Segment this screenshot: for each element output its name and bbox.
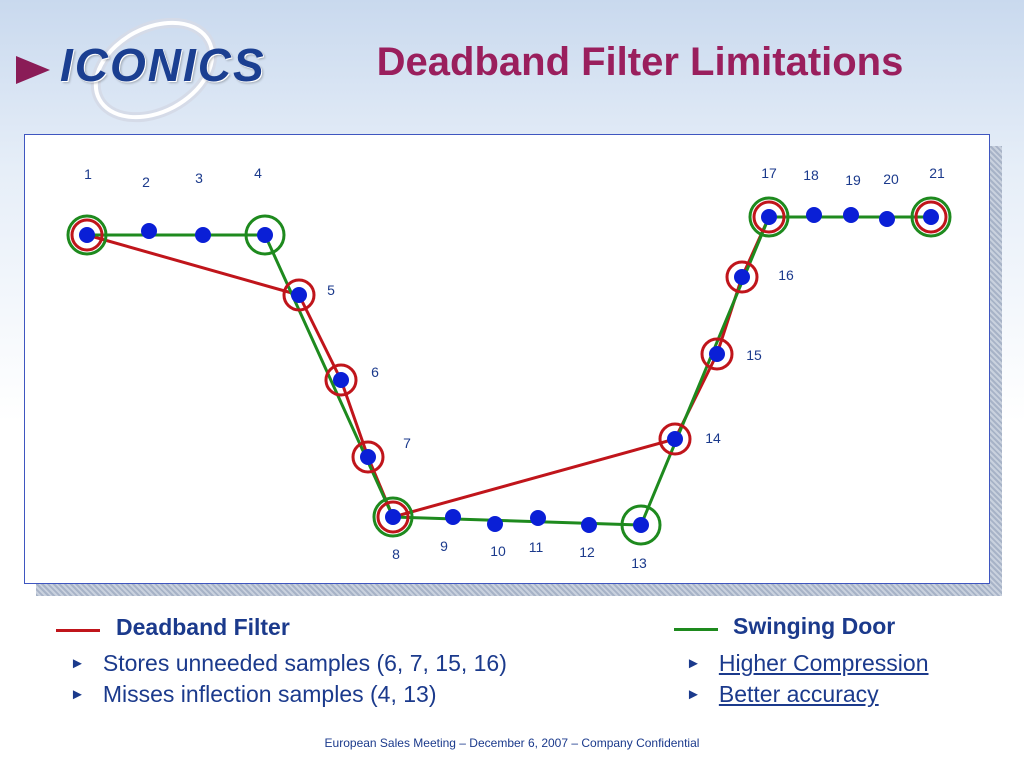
sample-label-8: 8 xyxy=(392,546,400,562)
sample-label-17: 17 xyxy=(761,165,777,181)
deadband-ring-6 xyxy=(324,363,358,397)
swinging-door-legend-line xyxy=(674,628,718,631)
sample-point-1 xyxy=(79,227,95,243)
deadband-ring-15 xyxy=(700,337,734,371)
sample-label-13: 13 xyxy=(631,555,647,571)
deadband-ring-14 xyxy=(658,422,692,456)
logo-wordmark: ICONICS xyxy=(60,39,266,91)
swinging-door-bullet-1[interactable]: ► Higher Compression xyxy=(686,650,929,677)
sample-point-12 xyxy=(581,517,597,533)
swinging-door-ring-8 xyxy=(372,496,414,538)
sample-label-16: 16 xyxy=(778,267,794,283)
deadband-ring-7 xyxy=(351,440,385,474)
deadband-ring-1 xyxy=(70,218,104,252)
sample-point-20 xyxy=(879,211,895,227)
higher-compression-link[interactable]: Higher Compression xyxy=(718,650,929,676)
logo-play-icon xyxy=(16,56,50,84)
logo-swoosh xyxy=(16,17,218,123)
sample-point-10 xyxy=(487,516,503,532)
sample-label-7: 7 xyxy=(403,435,411,451)
sample-label-9: 9 xyxy=(440,538,448,554)
deadband-ring-8 xyxy=(376,500,410,534)
swinging-door-bullet-2[interactable]: ► Better accuracy xyxy=(686,681,879,708)
sample-point-6 xyxy=(333,372,349,388)
sample-point-15 xyxy=(709,346,725,362)
sample-point-17 xyxy=(761,209,777,225)
deadband-ring-21 xyxy=(914,200,948,234)
swinging-door-ring-4 xyxy=(244,214,286,256)
sample-label-14: 14 xyxy=(705,430,721,446)
sample-label-6: 6 xyxy=(371,364,379,380)
swinging-door-path-line xyxy=(87,215,931,527)
sample-point-11 xyxy=(530,510,546,526)
slide-title: Deadband Filter Limitations xyxy=(376,40,904,84)
sample-label-2: 2 xyxy=(142,174,150,190)
deadband-bullet-1: ► Stores unneeded samples (6, 7, 15, 16) xyxy=(70,650,507,676)
sample-label-15: 15 xyxy=(746,347,762,363)
bullet-arrow-icon: ► xyxy=(70,655,85,672)
sample-label-11: 11 xyxy=(529,539,544,555)
sample-point-5 xyxy=(291,287,307,303)
sample-point-4 xyxy=(257,227,273,243)
sample-label-10: 10 xyxy=(490,543,506,559)
sample-point-14 xyxy=(667,431,683,447)
bullet-arrow-icon: ► xyxy=(686,686,701,703)
swinging-door-ring-21 xyxy=(910,196,952,238)
sample-label-12: 12 xyxy=(579,544,595,560)
swinging-door-ring-17 xyxy=(748,196,790,238)
sample-point-18 xyxy=(806,207,822,223)
diagram-panel: 1 2 3 4 5 6 7 8 9 10 11 12 13 14 15 16 17 18 19 20 21 xyxy=(24,134,990,584)
deadband-path-line xyxy=(86,215,931,519)
sample-label-18: 18 xyxy=(803,167,819,183)
sample-label-1: 1 xyxy=(84,166,92,182)
deadband-ring-5 xyxy=(282,278,316,312)
deadband-bullet-2: ► Misses inflection samples (4, 13) xyxy=(70,681,437,707)
iconics-logo: ICONICS xyxy=(14,17,264,128)
sample-point-3 xyxy=(195,227,211,243)
deadband-ring-16 xyxy=(725,260,759,294)
sample-point-8 xyxy=(385,509,401,525)
swinging-door-ring-1 xyxy=(66,214,108,256)
deadband-ring-17 xyxy=(752,200,786,234)
swinging-door-legend-title: Swinging Door xyxy=(733,613,896,639)
sample-label-4: 4 xyxy=(254,165,262,181)
bullet-arrow-icon: ► xyxy=(70,686,85,703)
sample-point-21 xyxy=(923,209,939,225)
deadband-legend-line xyxy=(56,629,100,632)
better-accuracy-link[interactable]: Better accuracy xyxy=(718,681,879,707)
sample-label-3: 3 xyxy=(195,170,203,186)
sample-point-2 xyxy=(141,223,157,239)
swinging-door-ring-13 xyxy=(620,504,662,546)
sample-point-19 xyxy=(843,207,859,223)
sample-label-20: 20 xyxy=(883,171,899,187)
sample-label-5: 5 xyxy=(327,282,335,298)
sample-label-19: 19 xyxy=(845,172,861,188)
deadband-legend-title: Deadband Filter xyxy=(116,614,290,640)
sample-point-9 xyxy=(445,509,461,525)
sample-point-13 xyxy=(633,517,649,533)
sample-point-7 xyxy=(360,449,376,465)
sample-label-21: 21 xyxy=(929,165,945,181)
sample-point-16 xyxy=(734,269,750,285)
bullet-arrow-icon: ► xyxy=(686,655,701,672)
footer-text: European Sales Meeting – December 6, 200… xyxy=(324,736,700,750)
